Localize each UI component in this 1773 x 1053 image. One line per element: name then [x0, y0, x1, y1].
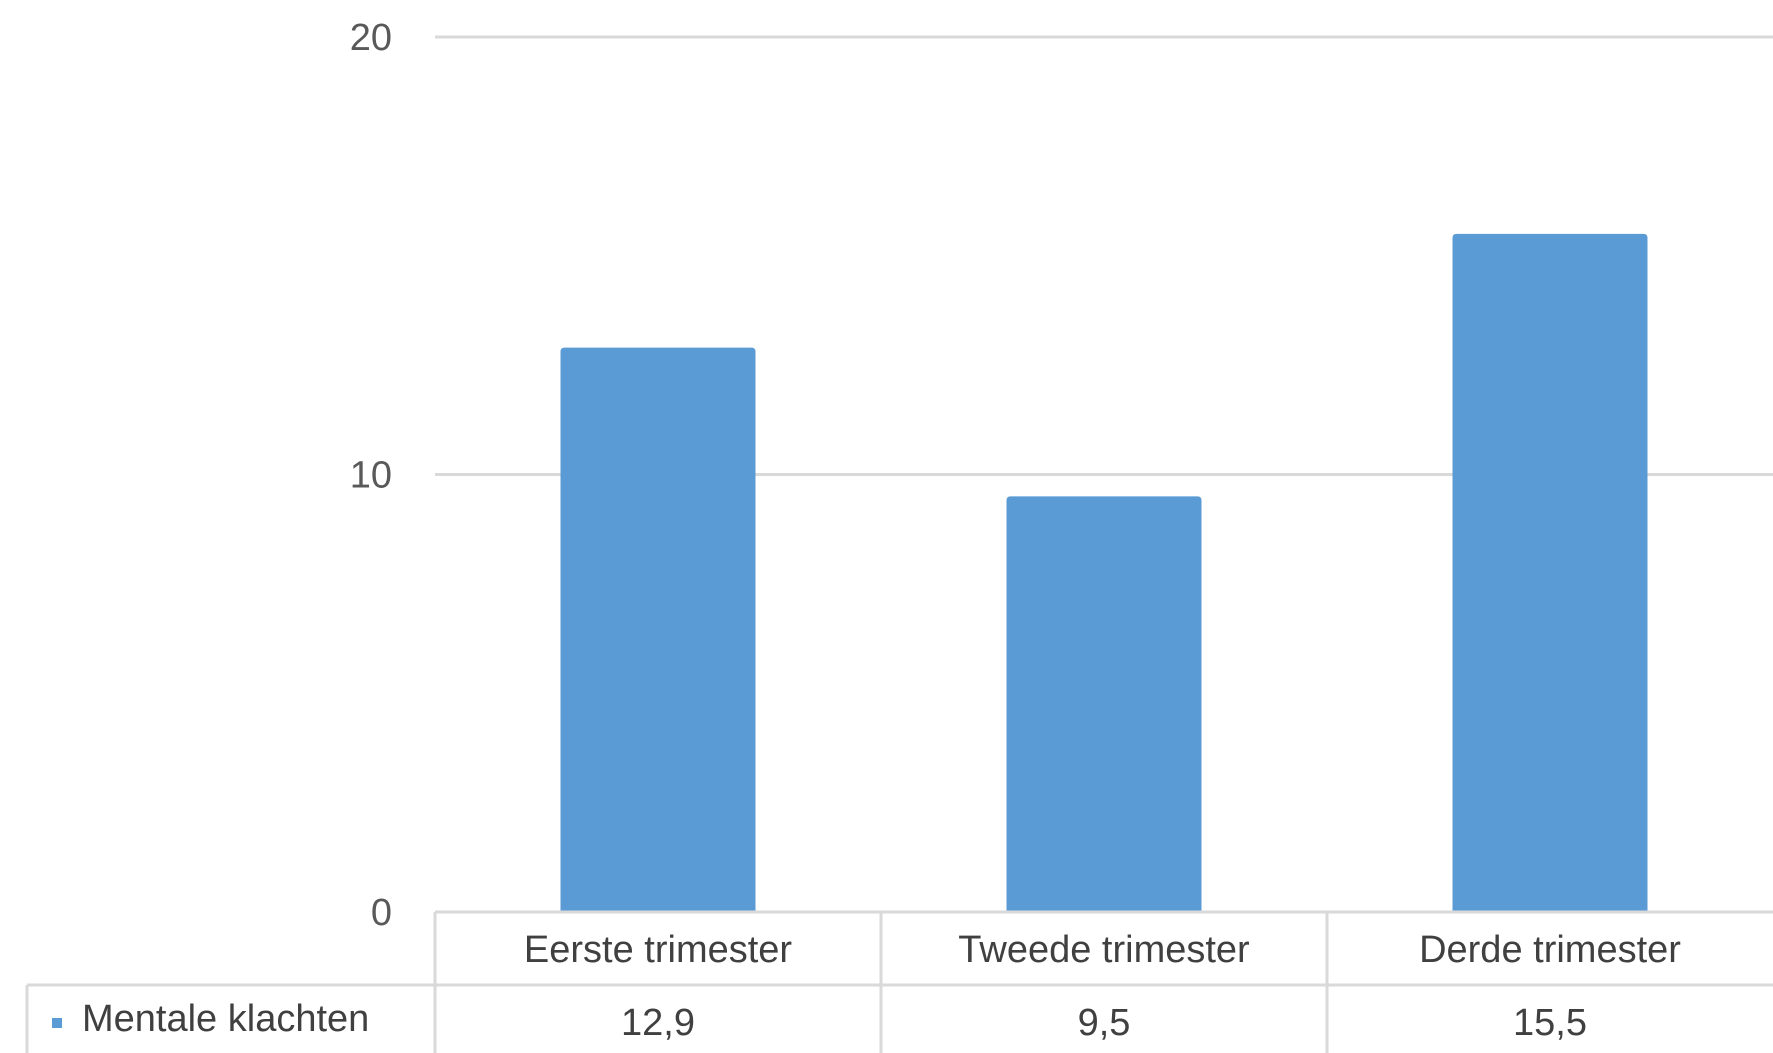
- bar-3: [1452, 233, 1648, 912]
- data-label-2: 9,5: [1078, 1002, 1131, 1044]
- legend-key: [52, 1018, 62, 1028]
- category-label-1: Eerste trimester: [524, 929, 793, 971]
- data-label-1: 12,9: [621, 1002, 695, 1044]
- category-label-3: Derde trimester: [1419, 929, 1681, 971]
- bar-2: [1006, 496, 1202, 912]
- y-axis-ticks: 0 10 20: [350, 17, 392, 934]
- y-tick-label-10: 10: [350, 455, 392, 497]
- y-tick-label-0: 0: [371, 892, 392, 934]
- bars: [560, 233, 1648, 912]
- data-table: Eerste trimester 12,9 Tweede trimester 9,5 D…: [25, 910, 1773, 1053]
- y-tick-label-20: 20: [350, 17, 392, 59]
- bar-1: [560, 347, 756, 912]
- category-label-2: Tweede trimester: [958, 929, 1250, 971]
- data-label-3: 15,5: [1513, 1002, 1587, 1044]
- series-name: Mentale klachten: [82, 998, 369, 1040]
